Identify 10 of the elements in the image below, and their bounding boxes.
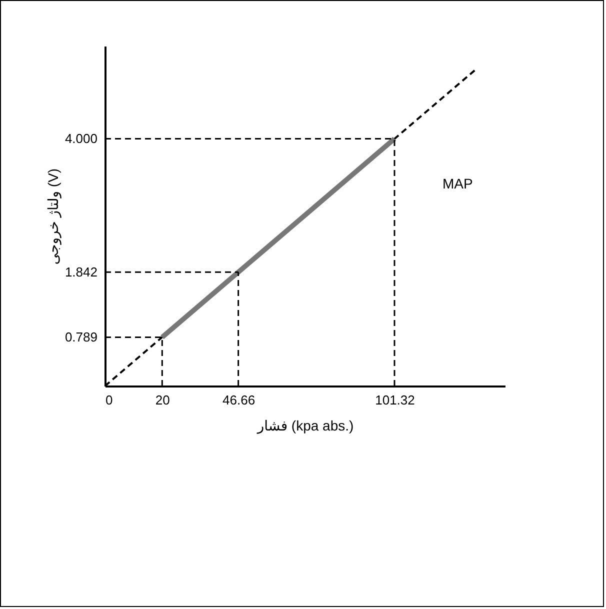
y-axis-title: ولتاژ خروجی (V) (44, 168, 62, 265)
x-tick-label: 46.66 (222, 392, 256, 408)
x-tick-label: 0 (106, 392, 113, 408)
x-tick-label: 20 (155, 392, 170, 408)
text: MAP (442, 176, 473, 192)
y-tick-label: 0.789 (64, 330, 98, 345)
x-tick-label: 101.32 (375, 392, 415, 408)
x-axis-title: فشار (kpa abs.) (256, 418, 354, 434)
y-tick-label: 1.842 (64, 264, 98, 280)
y-tick-label: 4.000 (64, 131, 98, 146)
